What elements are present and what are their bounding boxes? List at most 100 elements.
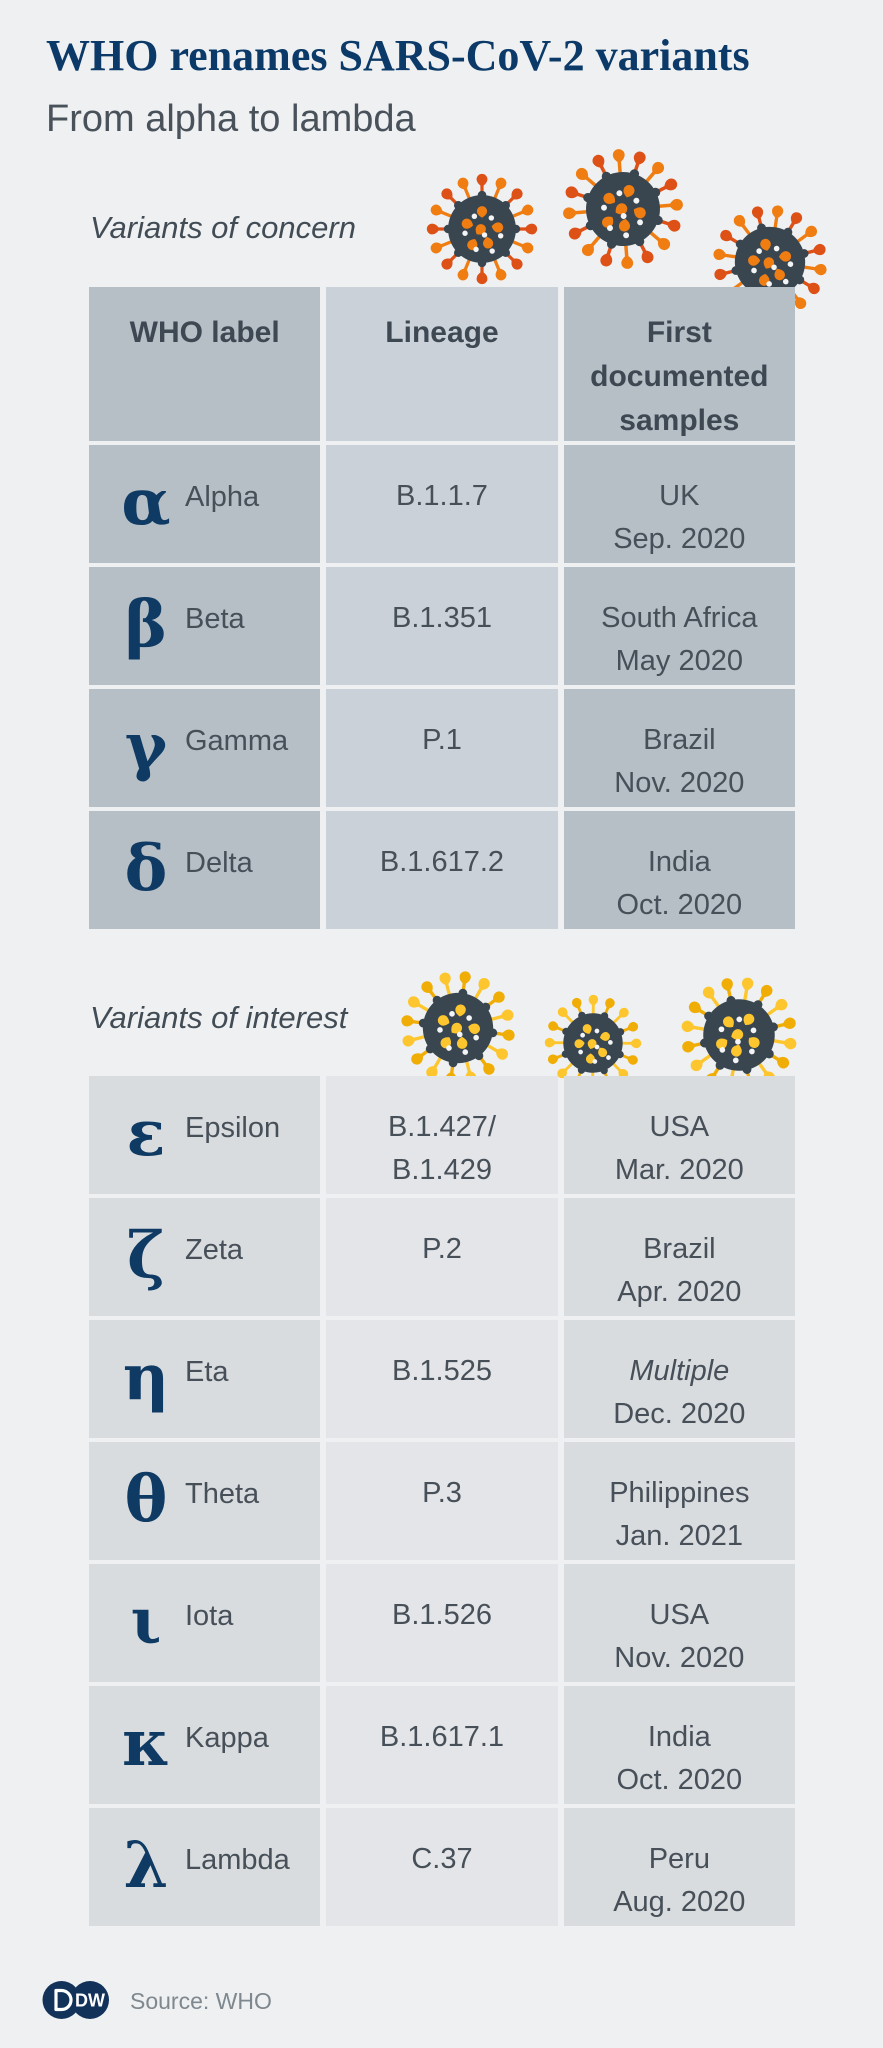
who-label-cell: δ Delta	[89, 811, 321, 929]
coronavirus-orange-icon	[546, 132, 700, 286]
greek-letter: γ	[124, 709, 168, 784]
variant-name: Kappa	[185, 1722, 269, 1754]
origin-value: Philippines	[609, 1477, 750, 1509]
lineage-cell: B.1.525	[326, 1320, 558, 1438]
date-value: Dec. 2020	[613, 1398, 746, 1430]
variant-name: Gamma	[185, 725, 289, 757]
lineage-value: B.1.525	[392, 1355, 492, 1387]
page-subtitle: From alpha to lambda	[46, 98, 416, 140]
origin-value: India	[647, 846, 711, 878]
date-value: Jan. 2021	[615, 1520, 744, 1552]
greek-letter: λ	[123, 1828, 169, 1903]
origin-value: UK	[659, 480, 700, 512]
lineage-cell: B.1.526	[326, 1564, 558, 1682]
date-value: May 2020	[615, 645, 743, 677]
lineage-cell: B.1.1.7	[326, 445, 558, 563]
greek-letter: β	[124, 587, 168, 662]
lineage-cell: P.1	[326, 689, 558, 807]
first-documented-cell: UK Sep. 2020	[563, 445, 795, 563]
who-label-cell: κ Kappa	[89, 1686, 321, 1804]
variant-name: Theta	[185, 1478, 260, 1510]
lineage-value: C.37	[411, 1843, 473, 1875]
lineage-value: P.2	[422, 1233, 462, 1265]
lineage-cell: P.3	[326, 1442, 558, 1560]
origin-value: Brazil	[643, 724, 716, 756]
origin-value: USA	[649, 1111, 710, 1143]
first-documented-cell: Philippines Jan. 2021	[563, 1442, 795, 1560]
date-value: Apr. 2020	[617, 1276, 742, 1308]
first-documented-cell: Multiple Dec. 2020	[563, 1320, 795, 1438]
date-value: Oct. 2020	[616, 889, 743, 921]
greek-letter: ε	[126, 1096, 166, 1171]
lineage-value: B.1.617.2	[379, 846, 505, 878]
who-label-cell: ε Epsilon	[89, 1076, 321, 1194]
who-label-cell: β Beta	[89, 567, 321, 685]
variant-name: Epsilon	[185, 1112, 281, 1144]
date-value: Mar. 2020	[614, 1154, 744, 1186]
date-value: Sep. 2020	[613, 523, 746, 555]
first-documented-cell: South Africa May 2020	[563, 567, 795, 685]
variant-name: Lambda	[185, 1844, 290, 1876]
variant-name: Beta	[185, 603, 245, 635]
coronavirus-yellow-icon	[392, 962, 523, 1093]
date-value: Nov. 2020	[614, 1642, 745, 1674]
who-label-cell: λ Lambda	[89, 1808, 321, 1926]
origin-value: Multiple	[629, 1355, 730, 1387]
lineage-value: B.1.526	[392, 1599, 492, 1631]
lineage-value: B.1.1.7	[396, 480, 488, 512]
variant-name: Eta	[185, 1356, 229, 1388]
lineage-value: P.3	[422, 1477, 462, 1509]
date-value: Nov. 2020	[614, 767, 745, 799]
date-value: Aug. 2020	[613, 1886, 746, 1918]
who-label-cell: θ Theta	[89, 1442, 321, 1560]
variants-of-interest-table: ε Epsilon B.1.427/ B.1.429 USA Mar. 2020…	[89, 1076, 795, 1926]
greek-letter: ι	[130, 1584, 162, 1659]
first-documented-cell: USA Nov. 2020	[563, 1564, 795, 1682]
dw-logo-w: DW	[75, 1991, 105, 2011]
origin-value: South Africa	[601, 602, 758, 634]
greek-letter: η	[122, 1340, 170, 1415]
section-label-concern: Variants of concern	[90, 210, 356, 245]
lineage-cell: B.1.427/ B.1.429	[326, 1076, 558, 1194]
origin-value: India	[647, 1721, 711, 1753]
greek-letter: θ	[124, 1462, 168, 1537]
greek-letter: δ	[124, 831, 168, 906]
variant-name: Zeta	[185, 1234, 244, 1266]
lineage-value: B.1.351	[392, 602, 492, 634]
variant-name: Delta	[185, 847, 253, 879]
lineage-value: B.1.427/	[387, 1111, 496, 1143]
first-documented-cell: India Oct. 2020	[563, 811, 795, 929]
variants-of-concern-table: WHO label Lineage First documented sampl…	[89, 287, 795, 929]
greek-letter: α	[121, 465, 171, 540]
first-documented-cell: Peru Aug. 2020	[563, 1808, 795, 1926]
greek-letter: ζ	[127, 1218, 165, 1293]
lineage-value-2: B.1.429	[392, 1154, 492, 1186]
who-label-cell: ι Iota	[89, 1564, 321, 1682]
lineage-value: B.1.617.1	[379, 1721, 505, 1753]
col-header-lineage: Lineage	[326, 287, 558, 441]
col-header-first-documented: First documented samples	[563, 287, 795, 441]
section-label-interest: Variants of interest	[90, 1000, 348, 1035]
origin-value: USA	[649, 1599, 710, 1631]
page-title: WHO renames SARS-CoV-2 variants	[46, 31, 750, 80]
who-label-cell: ζ Zeta	[89, 1198, 321, 1316]
first-documented-cell: Brazil Nov. 2020	[563, 689, 795, 807]
col-header-who-label: WHO label	[89, 287, 321, 441]
dw-logo: DW	[42, 1981, 109, 2019]
first-documented-cell: Brazil Apr. 2020	[563, 1198, 795, 1316]
source-text: Source: WHO	[130, 1988, 272, 2014]
origin-value: Peru	[648, 1843, 710, 1875]
lineage-cell: B.1.351	[326, 567, 558, 685]
lineage-cell: B.1.617.2	[326, 811, 558, 929]
first-documented-cell: India Oct. 2020	[563, 1686, 795, 1804]
coronavirus-orange-icon	[426, 173, 538, 285]
lineage-cell: C.37	[326, 1808, 558, 1926]
variant-name: Alpha	[185, 481, 260, 513]
who-label-cell: η Eta	[89, 1320, 321, 1438]
variant-name: Iota	[185, 1600, 234, 1632]
who-label-cell: α Alpha	[89, 445, 321, 563]
lineage-cell: B.1.617.1	[326, 1686, 558, 1804]
origin-value: Brazil	[643, 1233, 716, 1265]
lineage-value: P.1	[422, 724, 462, 756]
